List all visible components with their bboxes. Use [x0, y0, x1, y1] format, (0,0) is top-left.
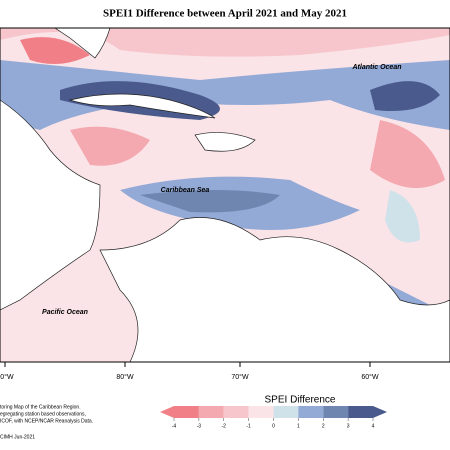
lon-label: 90°W: [0, 373, 14, 381]
credit-line: toring Map of the Caribbean Region.: [0, 404, 81, 410]
lon-label: 60°W: [361, 373, 379, 381]
colorbar-tick-label: 3: [347, 423, 350, 429]
lon-label: 70°W: [231, 373, 249, 381]
color-bin: [223, 406, 249, 418]
map-frame: [0, 27, 450, 363]
credit-footer: CIMH Jun-2021: [0, 434, 35, 440]
sea-label: Caribbean Sea: [161, 187, 210, 194]
colorbar-tick-label: 0: [272, 423, 275, 429]
colorbar-tick-label: 4: [372, 423, 375, 429]
colorbar-tick-label: -1: [246, 423, 251, 429]
color-bin: [198, 406, 224, 418]
ocean-label: Pacific Ocean: [42, 309, 88, 316]
colorbar-tick-label: -3: [197, 423, 202, 429]
color-bin: [348, 406, 373, 418]
lon-label: 80°W: [116, 373, 134, 381]
color-bin: [273, 406, 299, 418]
color-bin: [174, 406, 199, 418]
color-bin: [248, 406, 274, 418]
credit-line: egregating station based observations,: [0, 411, 86, 417]
credit-line: ICOF, with NCEP/NCAR Reanalysis Data.: [0, 418, 93, 424]
color-bin: [323, 406, 349, 418]
over-arrow: [373, 406, 387, 418]
legend-title: SPEI Difference: [265, 395, 336, 406]
colorbar-tick-label: -4: [172, 423, 177, 429]
color-bin: [298, 406, 324, 418]
ocean-label: Atlantic Ocean: [351, 64, 401, 71]
under-arrow: [160, 406, 174, 418]
colorbar-tick-label: 2: [322, 423, 325, 429]
map-title: SPEI1 Difference between April 2021 and …: [103, 8, 347, 20]
map: Atlantic Ocean Caribbean Sea Pacific Oce…: [0, 28, 450, 362]
colorbar-tick-label: -2: [222, 423, 227, 429]
colorbar-tick-label: 1: [297, 423, 300, 429]
